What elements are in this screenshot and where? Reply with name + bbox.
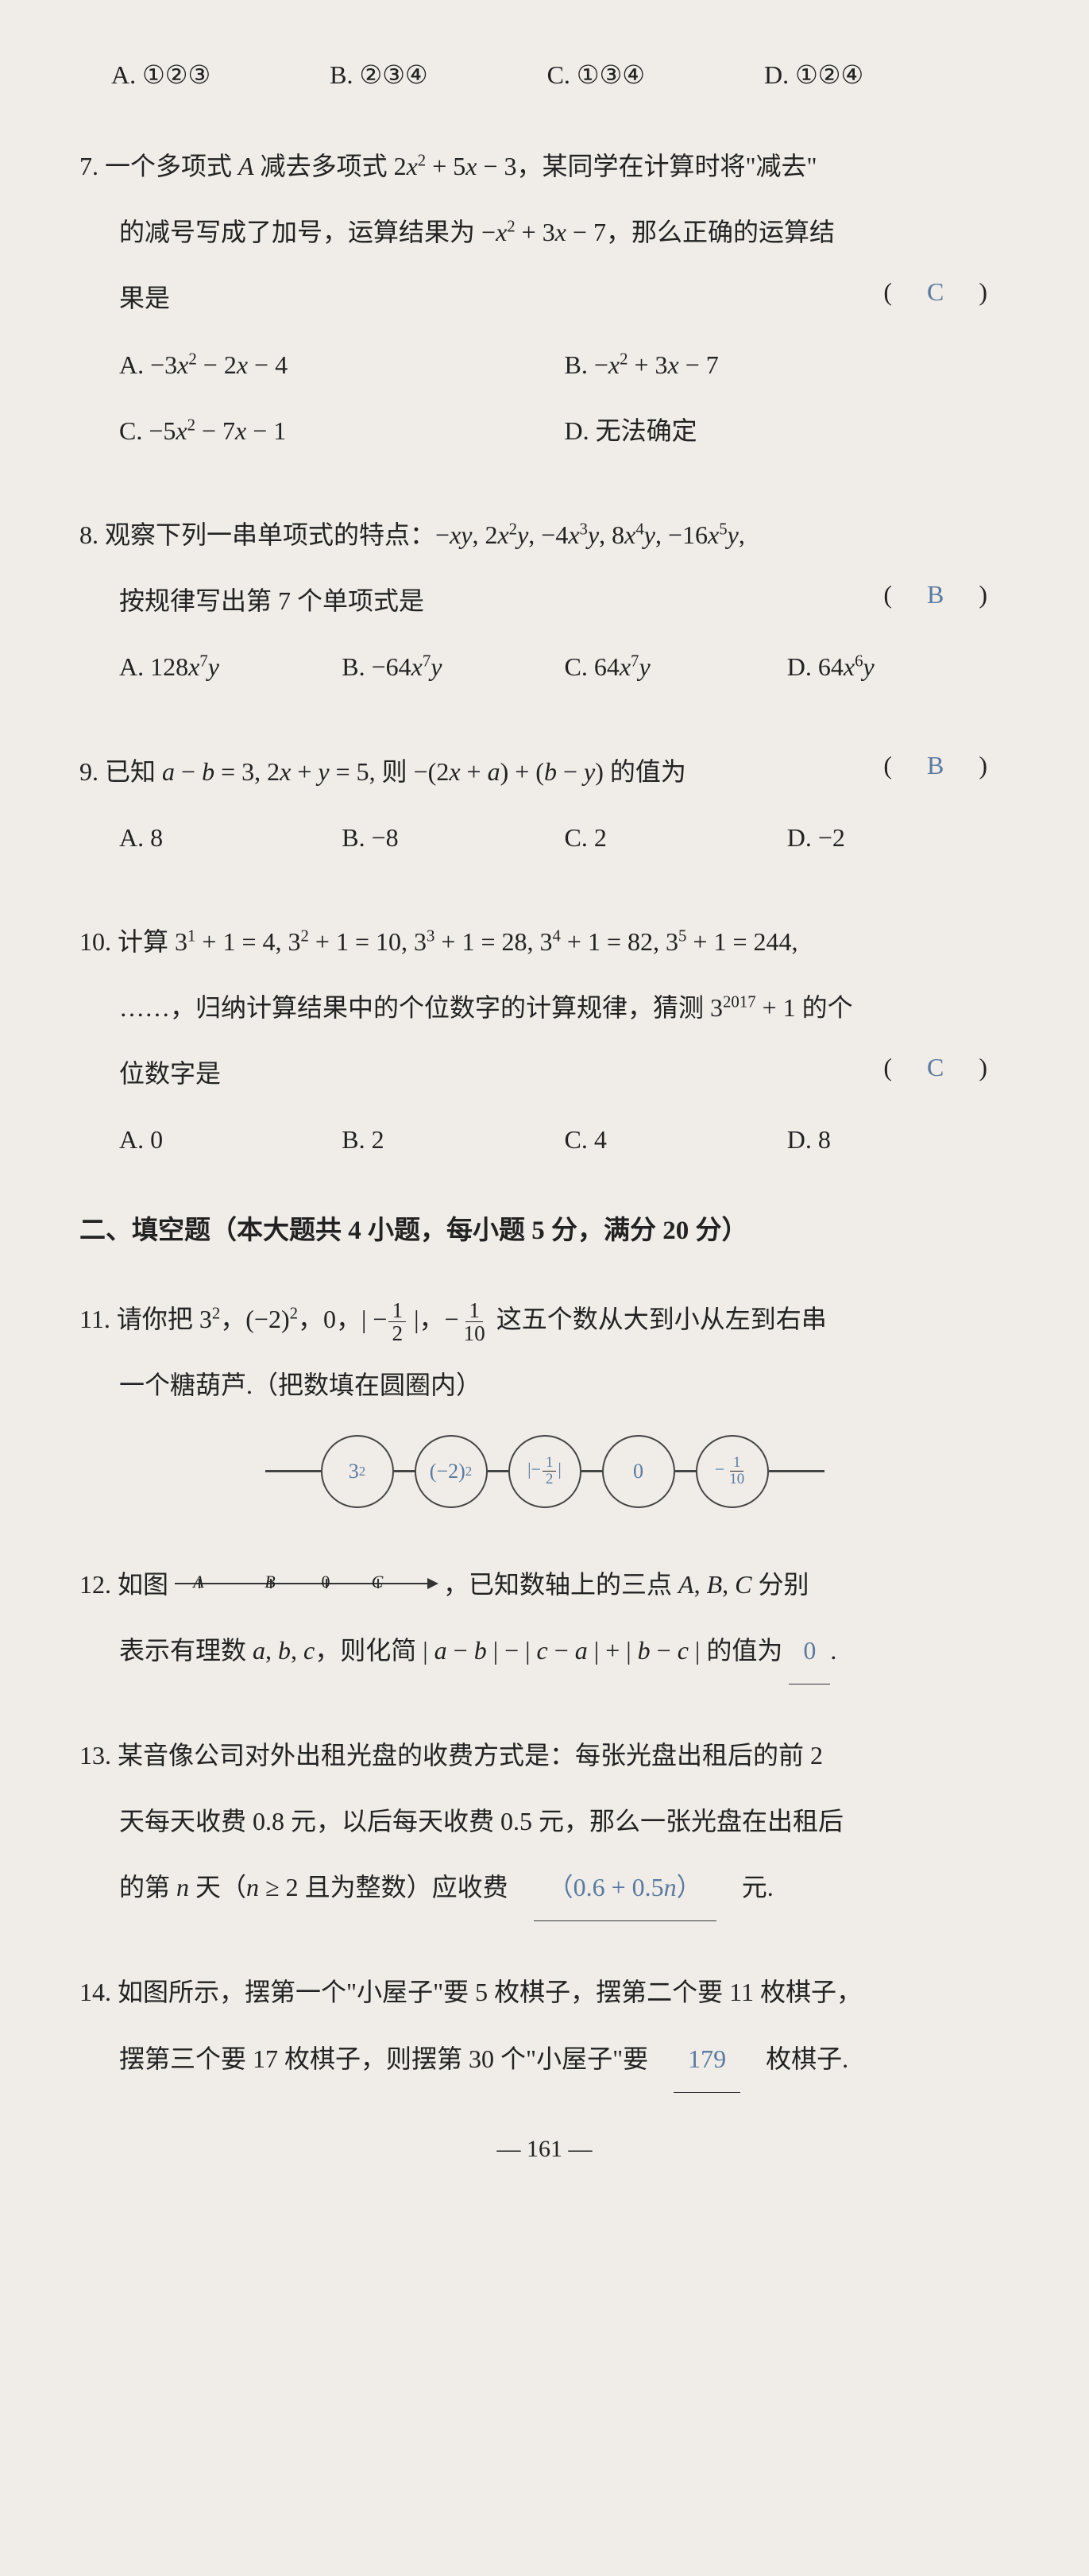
q12-line2: 表示有理数 a, b, c，则化简 | a − b | − | c − a | …: [79, 1618, 1010, 1684]
q7-opt-b: B. −x2 + 3x − 7: [565, 332, 1010, 398]
q9-stem: 9. 已知 a − b = 3, 2x + y = 5, 则 −(2x + a)…: [79, 739, 1010, 805]
q11-line2: 一个糖葫芦.（把数填在圆圈内）: [119, 1371, 481, 1399]
circle-3: |−12|: [508, 1435, 581, 1508]
q8-opt-c: C. 64x7y: [565, 634, 787, 700]
frac-num: 1: [388, 1299, 406, 1323]
q14-line1: 如图所示，摆第一个"小屋子"要 5 枚棋子，摆第二个要 11 枚棋子，: [118, 1978, 862, 2006]
question-10: 10. 计算 31 + 1 = 4, 32 + 1 = 10, 33 + 1 =…: [79, 909, 1010, 1174]
q9-opt-c: C. 2: [565, 805, 787, 871]
circle-2: (−2)2: [415, 1435, 488, 1508]
q10-options: A. 0 B. 2 C. 4 D. 8: [119, 1107, 1010, 1173]
question-11: 11. 请你把 32，(−2)2，0，| −12 |，−110 这五个数从大到小…: [79, 1286, 1010, 1507]
q6-opt-b: B. ②③④: [330, 56, 427, 94]
q12-line1: 12. 如图 A B 0 C ，已知数轴上的三点 A, B, C 分别: [79, 1552, 1010, 1618]
tick-label-b: B: [265, 1559, 275, 1604]
q8-line2: 按规律写出第 7 个单项式是: [119, 586, 424, 615]
section-2-title: 二、填空题（本大题共 4 小题，每小题 5 分，满分 20 分）: [79, 1212, 1010, 1251]
frac-den: 10: [461, 1322, 489, 1345]
q10-opt-d: D. 8: [787, 1107, 1010, 1173]
q10-line3: 位数字是: [119, 1059, 221, 1088]
q7-line3: 果是: [119, 284, 170, 312]
question-13: 13. 某音像公司对外出租光盘的收费方式是：每张光盘出租后的前 2 天每天收费 …: [79, 1723, 1010, 1922]
connector: [675, 1470, 696, 1472]
q8-stem: 8. 观察下列一串单项式的特点：−xy, 2x2y, −4x3y, 8x4y, …: [79, 502, 1010, 634]
q10-stem: 10. 计算 31 + 1 = 4, 32 + 1 = 10, 33 + 1 =…: [79, 909, 1010, 1108]
q7-opt-c: C. −5x2 − 7x − 1: [119, 398, 565, 464]
q10-answer: ( C ): [883, 1035, 1002, 1100]
frac-num: 1: [465, 1299, 483, 1323]
q8-num: 8.: [79, 520, 105, 549]
q9-opt-a: A. 8: [119, 805, 342, 871]
q12-num: 12. 如图: [79, 1552, 168, 1618]
period: .: [830, 1636, 836, 1665]
q9-options: A. 8 B. −8 C. 2 D. −2: [119, 805, 1010, 871]
question-7: 7. 一个多项式 A 减去多项式 2x2 + 5x − 3，某同学在计算时将"减…: [79, 133, 1010, 464]
q7-opt-d: D. 无法确定: [565, 398, 1010, 464]
q11-circles: 32 (−2)2 |−12| 0 −110: [79, 1435, 1010, 1508]
q7-options: A. −3x2 − 2x − 4 B. −x2 + 3x − 7 C. −5x2…: [119, 332, 1010, 464]
frac-den: 2: [388, 1322, 406, 1345]
q14-line2: 摆第三个要 17 枚棋子，则摆第 30 个"小屋子"要 179 枚棋子.: [119, 2044, 848, 2073]
q7-num: 7.: [79, 152, 105, 180]
question-8: 8. 观察下列一串单项式的特点：−xy, 2x2y, −4x3y, 8x4y, …: [79, 502, 1010, 701]
connector: [581, 1470, 602, 1472]
q9-answer: ( B ): [883, 733, 1002, 799]
q10-opt-a: A. 0: [119, 1107, 342, 1173]
q7-line2: 的减号写成了加号，运算结果为 −x2 + 3x − 7，那么正确的运算结: [119, 218, 835, 246]
circle-line-left: [265, 1470, 321, 1472]
numline-axis: [175, 1583, 437, 1584]
connector: [488, 1470, 508, 1472]
q8-options: A. 128x7y B. −64x7y C. 64x7y D. 64x6y: [119, 634, 1010, 700]
circle-1: 32: [321, 1435, 394, 1508]
q10-line2: ……，归纳计算结果中的个位数字的计算规律，猜测 32017 + 1 的个: [119, 993, 853, 1022]
q13-line3: 的第 n 天（n ≥ 2 且为整数）应收费 （0.6 + 0.5n） 元.: [119, 1873, 774, 1901]
q8-opt-d: D. 64x6y: [787, 634, 1010, 700]
q11-num: 11.: [79, 1305, 117, 1333]
tick-label-0: 0: [322, 1559, 330, 1604]
q14-blank: 179: [674, 2026, 740, 2093]
tick-label-a: A: [193, 1559, 203, 1604]
q9-opt-b: B. −8: [342, 805, 564, 871]
connector: [394, 1470, 415, 1472]
q14-num: 14.: [79, 1978, 111, 2006]
q6-opt-c: C. ①③④: [547, 56, 645, 94]
q13-line2: 天每天收费 0.8 元，以后每天收费 0.5 元，那么一张光盘在出租后: [119, 1807, 844, 1835]
q8-opt-b: B. −64x7y: [342, 634, 564, 700]
circle-line-right: [769, 1470, 824, 1472]
q11-stem: 11. 请你把 32，(−2)2，0，| −12 |，−110 这五个数从大到小…: [79, 1286, 1010, 1418]
q12-blank: 0: [789, 1618, 830, 1684]
q8-opt-a: A. 128x7y: [119, 634, 342, 700]
q7-opt-a: A. −3x2 − 2x − 4: [119, 332, 565, 398]
q10-num: 10.: [79, 927, 118, 956]
q8-answer: ( B ): [883, 562, 1002, 628]
q13-line1: 某音像公司对外出租光盘的收费方式是：每张光盘出租后的前 2: [118, 1741, 823, 1770]
q9-opt-d: D. −2: [787, 805, 1010, 871]
number-line: A B 0 C: [175, 1568, 437, 1600]
q12-stem1-suffix: ，已知数轴上的三点 A, B, C 分别: [443, 1552, 809, 1618]
q7-answer: ( C ): [883, 259, 1002, 325]
q7-stem: 7. 一个多项式 A 减去多项式 2x2 + 5x − 3，某同学在计算时将"减…: [79, 133, 1010, 332]
question-12: 12. 如图 A B 0 C ，已知数轴上的三点 A, B, C 分别 表示有理…: [79, 1552, 1010, 1684]
q10-opt-b: B. 2: [342, 1107, 564, 1173]
question-9: 9. 已知 a − b = 3, 2x + y = 5, 则 −(2x + a)…: [79, 739, 1010, 871]
circle-5: −110: [696, 1435, 769, 1508]
numline-arrow-icon: [427, 1578, 438, 1589]
page-footer: — 161 —: [79, 2131, 1010, 2167]
q13-blank: （0.6 + 0.5n）: [534, 1855, 716, 1921]
q6-options: A. ①②③ B. ②③④ C. ①③④ D. ①②④: [111, 56, 1010, 94]
q6-opt-a: A. ①②③: [111, 56, 210, 94]
q14-stem: 14. 如图所示，摆第一个"小屋子"要 5 枚棋子，摆第二个要 11 枚棋子， …: [79, 1959, 1010, 2092]
q9-num: 9.: [79, 757, 105, 786]
tick-label-c: C: [372, 1559, 384, 1604]
circle-4: 0: [602, 1435, 675, 1508]
q13-num: 13.: [79, 1741, 111, 1770]
q13-stem: 13. 某音像公司对外出租光盘的收费方式是：每张光盘出租后的前 2 天每天收费 …: [79, 1723, 1010, 1922]
q6-opt-d: D. ①②④: [764, 56, 863, 94]
q10-opt-c: C. 4: [565, 1107, 787, 1173]
question-14: 14. 如图所示，摆第一个"小屋子"要 5 枚棋子，摆第二个要 11 枚棋子， …: [79, 1959, 1010, 2092]
